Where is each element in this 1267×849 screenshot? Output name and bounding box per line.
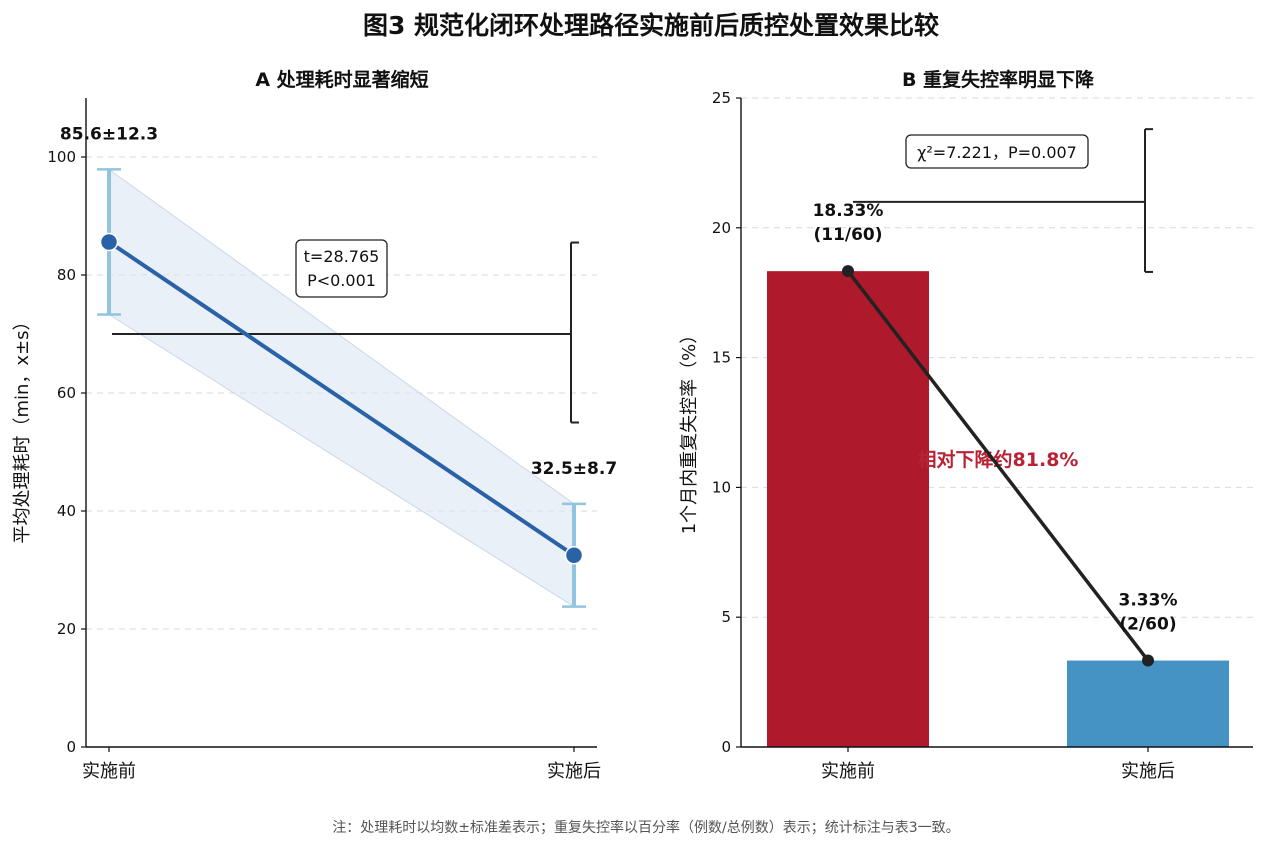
panel-b-ytick-label: 5 bbox=[721, 608, 731, 626]
panel-a-xtick-label: 实施后 bbox=[547, 761, 601, 782]
panel-b-grid bbox=[741, 97, 1253, 618]
panel-b-bar-after bbox=[1067, 660, 1229, 747]
panel-b-value-labels: 18.33% (11/60) 3.33% (2/60) bbox=[813, 201, 1178, 634]
panel-b-bars bbox=[767, 271, 1229, 747]
panel-a-stat-box: t=28.765 P<0.001 bbox=[295, 239, 388, 298]
panel-b-value-label-count: (11/60) bbox=[813, 225, 882, 245]
panel-b-value-label-count: (2/60) bbox=[1119, 615, 1176, 635]
panel-a-mean-line bbox=[107, 240, 576, 557]
panel-b-value-label-percent: 3.33% bbox=[1119, 591, 1178, 611]
panel-a-significance-bracket bbox=[112, 241, 579, 424]
panel-b-bar-before bbox=[767, 271, 929, 747]
panel-b-ytick-label: 20 bbox=[712, 219, 731, 237]
panel-a-axes: 0 20 40 60 80 100 实施前 实施后 bbox=[47, 98, 601, 782]
panel-a-mean-point bbox=[564, 546, 584, 565]
panel-a: A 处理耗时显著缩短 0 20 40 60 80 100 实施前 实施后 85.6±12.3 3… bbox=[12, 68, 617, 782]
panel-b-connector-point bbox=[1142, 654, 1154, 667]
panel-b-ytick-label: 10 bbox=[712, 478, 731, 496]
panel-b-ytick-label: 15 bbox=[712, 349, 731, 367]
panel-a-mean-point bbox=[99, 232, 119, 252]
panel-a-ytick-label: 0 bbox=[66, 738, 76, 756]
panel-a-ytick-label: 20 bbox=[57, 620, 76, 638]
panel-b-connector-point bbox=[842, 265, 854, 278]
panel-b-ytick-label: 25 bbox=[712, 89, 731, 107]
panel-b-xtick-label: 实施后 bbox=[1121, 761, 1175, 782]
panel-b-axes: 0 5 10 15 20 25 实施前 实施后 bbox=[712, 89, 1253, 782]
panel-a-ytick-label: 100 bbox=[47, 148, 76, 166]
panel-a-ytick-label: 40 bbox=[57, 502, 76, 520]
figure-note: 注：处理耗时以均数±标准差表示；重复失控率以百分率（例数/总例数）表示；统计标注… bbox=[332, 819, 959, 836]
panel-a-title: A 处理耗时显著缩短 bbox=[255, 68, 428, 91]
panel-b-connector bbox=[842, 265, 1154, 667]
panel-b-value-label-percent: 18.33% bbox=[813, 201, 884, 221]
panel-b-ytick-label: 0 bbox=[721, 738, 731, 756]
panel-a-point-label-before: 85.6±12.3 bbox=[60, 124, 158, 144]
panel-a-series bbox=[97, 168, 586, 608]
panel-a-stat-p: P<0.001 bbox=[307, 271, 376, 290]
panel-b-ylabel: 1个月内重复失控率（%） bbox=[679, 326, 700, 535]
panel-a-point-label-after: 32.5±8.7 bbox=[531, 459, 617, 479]
panel-a-point-labels: 85.6±12.3 32.5±8.7 bbox=[60, 124, 617, 479]
panel-a-confidence-band bbox=[108, 168, 575, 608]
panel-b-title: B 重复失控率明显下降 bbox=[902, 68, 1095, 91]
panel-b-stat-label: χ²=7.221，P=0.007 bbox=[917, 143, 1077, 162]
panel-b-connector-line bbox=[846, 270, 1150, 662]
panel-b-relative-decrease: 相对下降约81.8% bbox=[918, 448, 1079, 471]
panel-b-significance-bracket bbox=[853, 128, 1153, 273]
panel-b-stat-box: χ²=7.221，P=0.007 bbox=[905, 134, 1089, 169]
figure-title: 图3 规范化闭环处理路径实施前后质控处置效果比较 bbox=[363, 11, 939, 40]
panel-a-ytick-label: 60 bbox=[57, 384, 76, 402]
panel-a-sd-band bbox=[108, 168, 575, 608]
panel-b-xtick-label: 实施前 bbox=[821, 761, 875, 782]
panel-a-ylabel: 平均处理耗时（min，x±s） bbox=[12, 312, 33, 543]
panel-a-stat-t: t=28.765 bbox=[304, 247, 380, 266]
panel-a-xtick-label: 实施前 bbox=[82, 761, 136, 782]
panel-a-ytick-label: 80 bbox=[57, 266, 76, 284]
